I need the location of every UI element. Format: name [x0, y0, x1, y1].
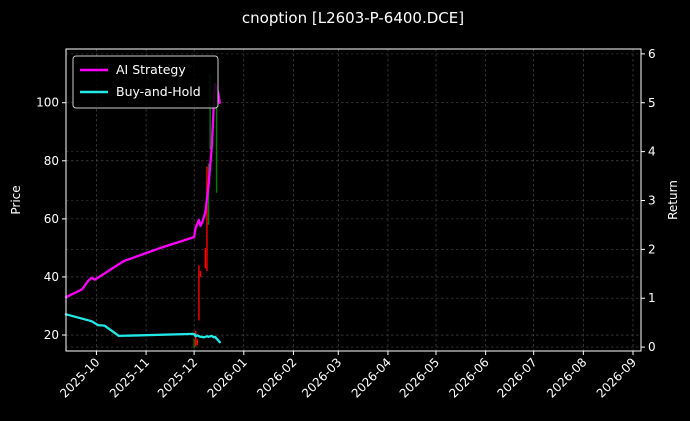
- legend-frame: [72, 55, 219, 109]
- y-right-tick-label: 0: [648, 340, 656, 354]
- y-axis-right-label: Return: [666, 180, 680, 220]
- y-left-tick-label: 60: [44, 212, 59, 226]
- legend-label-buy-and-hold: Buy-and-Hold: [116, 84, 201, 99]
- y-left-tick-label: 100: [36, 96, 59, 110]
- y-right-tick-label: 3: [648, 193, 656, 207]
- y-left-tick-label: 80: [44, 154, 59, 168]
- y-axis-left: 20 40 60 80 100: [36, 96, 66, 342]
- y-right-tick-label: 2: [648, 242, 656, 256]
- y-left-tick-label: 20: [44, 328, 59, 342]
- y-right-tick-label: 5: [648, 96, 656, 110]
- y-left-tick-label: 40: [44, 270, 59, 284]
- y-right-tick-label: 1: [648, 291, 656, 305]
- series-line-buy-and-hold: [64, 313, 221, 344]
- legend: AI Strategy Buy-and-Hold: [72, 55, 219, 109]
- chart-title: cnoption [L2603-P-6400.DCE]: [242, 9, 464, 27]
- y-right-tick-label: 4: [648, 145, 656, 159]
- y-axis-right: 0 1 2 3 4 5 6: [641, 47, 656, 354]
- y-axis-left-label: Price: [9, 185, 23, 214]
- legend-label-ai-strategy: AI Strategy: [116, 62, 186, 77]
- y-right-tick-label: 6: [648, 47, 656, 61]
